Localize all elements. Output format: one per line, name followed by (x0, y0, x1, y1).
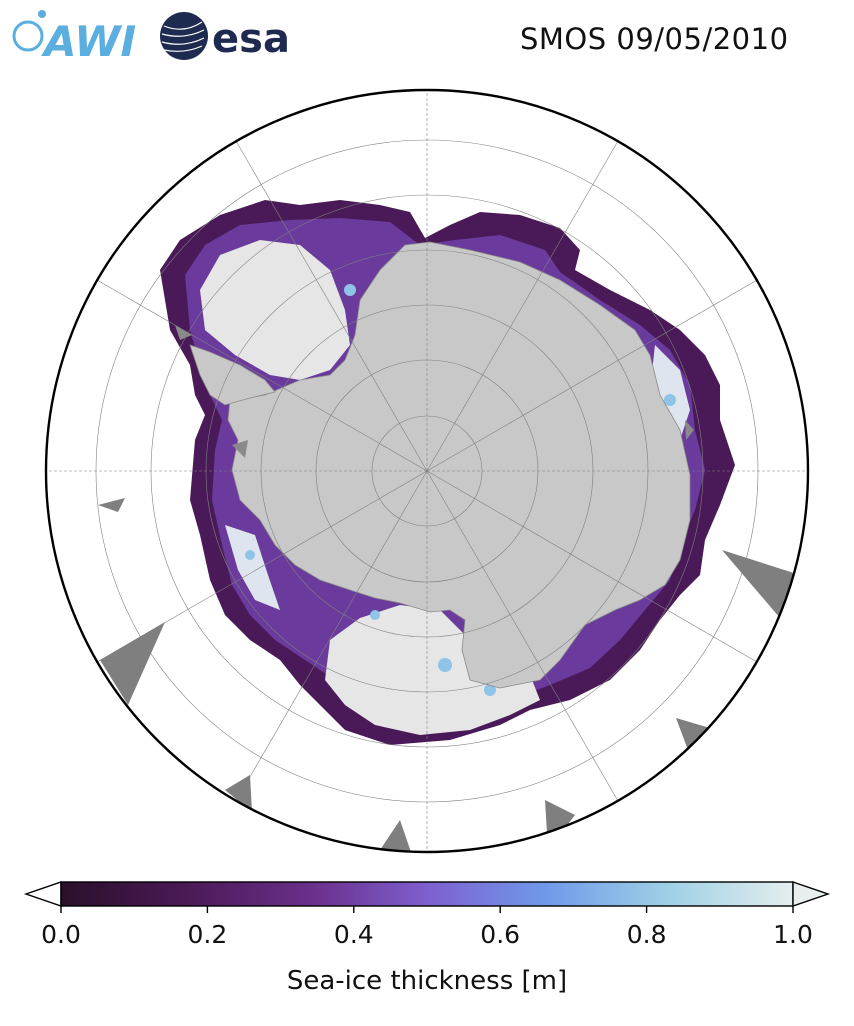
esa-logo: esa (160, 12, 290, 62)
colorbar-tick-label: 0.6 (480, 920, 521, 949)
colorbar-tick-label: 1.0 (773, 920, 813, 949)
colorbar-tick-label: 0.0 (41, 920, 81, 949)
antarctica-land (227, 241, 691, 689)
sea-ice-ross (325, 605, 540, 735)
antarctic-peninsula (189, 344, 276, 406)
colorbar-bar (23, 881, 831, 913)
colorbar-extend-high (792, 881, 831, 907)
thick-ice-patches (245, 284, 676, 696)
gridlines (46, 90, 808, 852)
esa-logo-text: esa (212, 16, 290, 62)
ice-shelf-patches (175, 325, 694, 458)
awi-logo: AWI (12, 10, 136, 66)
sea-ice-west (225, 525, 280, 610)
colorbar-gradient (60, 881, 794, 907)
logos: AWI esa (12, 10, 290, 66)
colorbar-tick-label: 0.8 (626, 920, 667, 949)
colorbar-label: Sea-ice thickness [m] (286, 966, 568, 996)
colorbar-extend-low (23, 881, 62, 907)
polar-map (44, 88, 810, 854)
colorbar: 0.0 0.2 0.4 0.6 0.8 1.0 Sea-ice thickness [m] (0, 870, 854, 1026)
sea-ice-weddell (200, 240, 350, 380)
colorbar-tick-label: 0.2 (187, 920, 228, 949)
awi-logo-text: AWI (41, 17, 136, 66)
colorbar-tick-label: 0.4 (333, 920, 374, 949)
map-title: SMOS 09/05/2010 (520, 22, 789, 56)
map-boundary (44, 88, 810, 854)
